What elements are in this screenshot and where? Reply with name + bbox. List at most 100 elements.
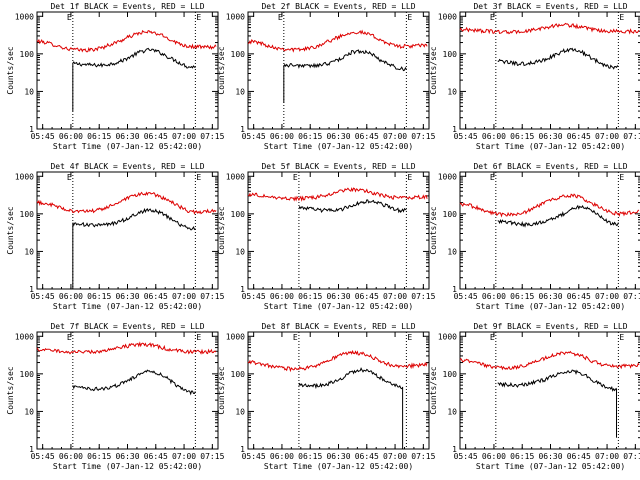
- x-tick-label: 07:00: [172, 292, 196, 301]
- time-marker-label: E: [407, 173, 412, 182]
- x-tick-label: 06:45: [567, 452, 591, 461]
- x-axis-label: Start Time (07-Jan-12 05:42:00): [264, 302, 413, 311]
- events-series-line: [72, 369, 196, 396]
- y-tick-label: 1: [240, 445, 245, 454]
- panel-title: Det 6f BLACK = Events, RED = LLD: [473, 162, 627, 171]
- x-tick-label: 07:15: [200, 132, 224, 141]
- y-tick-label: 10: [24, 247, 34, 256]
- y-tick-label: 1: [240, 285, 245, 294]
- y-tick-label: 100: [443, 50, 458, 59]
- y-tick-label: 1000: [226, 172, 245, 181]
- plot-frame: [247, 171, 430, 290]
- plot-frame: [459, 171, 640, 290]
- y-tick-label: 1: [240, 125, 245, 134]
- y-tick-label: 1: [452, 125, 457, 134]
- panel-det-7: Det 7f BLACK = Events, RED = LLD 1 10 100 10…: [6, 322, 225, 471]
- x-axis-label: Start Time (07-Jan-12 05:42:00): [53, 302, 202, 311]
- time-marker-label: E: [196, 333, 201, 342]
- x-tick-label: 07:00: [595, 132, 619, 141]
- y-tick-label: 1: [452, 445, 457, 454]
- y-axis-label: Counts/sec: [429, 366, 438, 414]
- y-tick-label: 10: [235, 407, 245, 416]
- x-axis-label: Start Time (07-Jan-12 05:42:00): [476, 142, 625, 151]
- y-tick-label: 10: [447, 407, 457, 416]
- panel-det-6: Det 6f BLACK = Events, RED = LLD 1 10 100 10…: [429, 162, 640, 311]
- time-marker-label: E: [67, 333, 72, 342]
- panel-det-2: Det 2f BLACK = Events, RED = LLD 1 10 100 10…: [217, 2, 436, 151]
- x-tick-label: 06:30: [538, 132, 562, 141]
- x-tick-label: 06:45: [567, 132, 591, 141]
- time-marker-label: E: [490, 173, 495, 182]
- panel-det-1: Det 1f BLACK = Events, RED = LLD 1 10 100 10…: [6, 2, 225, 151]
- y-tick-label: 1000: [15, 172, 34, 181]
- plot-frame: [247, 11, 430, 130]
- x-tick-label: 06:00: [270, 292, 294, 301]
- lld-series-line: [247, 187, 428, 202]
- time-marker-label: E: [619, 13, 624, 22]
- x-tick-label: 06:30: [115, 452, 139, 461]
- x-tick-label: 07:00: [383, 132, 407, 141]
- time-marker-label: E: [293, 173, 298, 182]
- x-tick-label: 07:00: [595, 452, 619, 461]
- x-axis-label: Start Time (07-Jan-12 05:42:00): [476, 462, 625, 471]
- y-tick-label: 1: [29, 285, 34, 294]
- x-axis-label: Start Time (07-Jan-12 05:42:00): [53, 462, 202, 471]
- plot-frame: [36, 171, 219, 290]
- panel-title: Det 5f BLACK = Events, RED = LLD: [261, 162, 415, 171]
- y-tick-label: 10: [24, 407, 34, 416]
- panel-title: Det 2f BLACK = Events, RED = LLD: [261, 2, 415, 11]
- y-tick-label: 1000: [226, 12, 245, 21]
- x-tick-label: 07:15: [200, 452, 224, 461]
- y-axis-label: Counts/sec: [6, 46, 15, 94]
- x-tick-label: 06:30: [115, 292, 139, 301]
- events-series-line: [72, 207, 196, 231]
- time-marker-label: E: [196, 173, 201, 182]
- events-series-line: [72, 47, 196, 69]
- y-tick-label: 1000: [438, 12, 457, 21]
- x-tick-label: 05:45: [31, 452, 55, 461]
- x-tick-label: 06:15: [298, 452, 322, 461]
- x-tick-label: 05:45: [454, 452, 478, 461]
- y-tick-label: 100: [20, 50, 35, 59]
- x-tick-label: 05:45: [454, 132, 478, 141]
- y-tick-label: 1: [452, 285, 457, 294]
- lld-series-line: [459, 350, 640, 371]
- y-tick-label: 100: [231, 370, 246, 379]
- time-marker-label: E: [619, 333, 624, 342]
- panel-title: Det 4f BLACK = Events, RED = LLD: [50, 162, 204, 171]
- y-tick-label: 1: [29, 125, 34, 134]
- x-tick-label: 06:15: [87, 292, 111, 301]
- x-tick-label: 07:15: [623, 292, 640, 301]
- x-tick-label: 06:45: [144, 452, 168, 461]
- lld-series-line: [459, 22, 640, 35]
- y-tick-label: 100: [443, 370, 458, 379]
- x-axis-label: Start Time (07-Jan-12 05:42:00): [264, 462, 413, 471]
- plot-frame: [36, 11, 219, 130]
- y-tick-label: 10: [235, 247, 245, 256]
- x-tick-label: 05:45: [31, 132, 55, 141]
- events-series-line: [283, 49, 407, 72]
- x-tick-label: 07:15: [200, 292, 224, 301]
- y-tick-label: 100: [443, 210, 458, 219]
- x-tick-label: 06:15: [298, 132, 322, 141]
- y-tick-label: 1: [29, 445, 34, 454]
- x-tick-label: 06:15: [298, 292, 322, 301]
- x-tick-label: 06:15: [87, 132, 111, 141]
- x-tick-label: 06:30: [538, 452, 562, 461]
- time-marker-label: E: [407, 13, 412, 22]
- x-tick-label: 07:15: [623, 452, 640, 461]
- x-tick-label: 07:15: [623, 132, 640, 141]
- panel-title: Det 7f BLACK = Events, RED = LLD: [50, 322, 204, 331]
- x-tick-label: 06:30: [326, 292, 350, 301]
- y-tick-label: 10: [24, 87, 34, 96]
- x-tick-label: 06:30: [326, 452, 350, 461]
- x-tick-label: 07:00: [172, 452, 196, 461]
- panel-title: Det 3f BLACK = Events, RED = LLD: [473, 2, 627, 11]
- x-tick-label: 07:15: [411, 292, 435, 301]
- x-tick-label: 06:15: [510, 132, 534, 141]
- x-tick-label: 06:45: [567, 292, 591, 301]
- x-tick-label: 06:45: [355, 292, 379, 301]
- x-tick-label: 05:45: [31, 292, 55, 301]
- time-marker-label: E: [67, 173, 72, 182]
- x-tick-label: 06:30: [538, 292, 562, 301]
